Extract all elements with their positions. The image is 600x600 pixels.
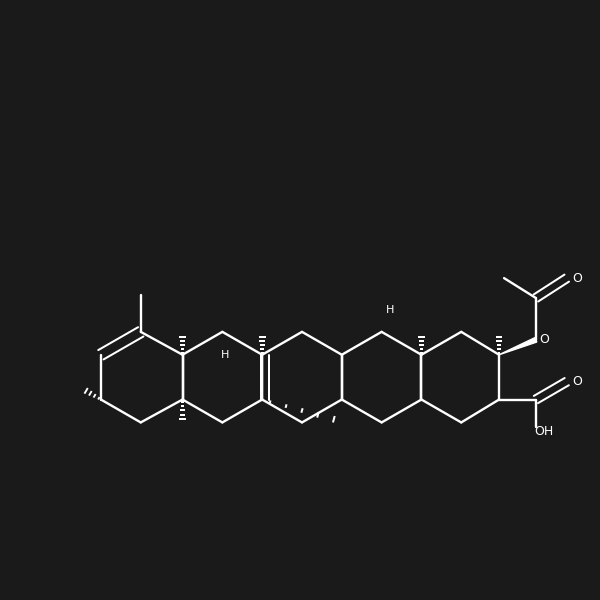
Text: O: O xyxy=(572,375,581,388)
Text: OH: OH xyxy=(534,425,553,438)
Polygon shape xyxy=(499,338,537,355)
Text: H: H xyxy=(221,350,230,360)
Text: O: O xyxy=(539,334,549,346)
Text: O: O xyxy=(572,272,581,284)
Text: H: H xyxy=(385,305,394,315)
